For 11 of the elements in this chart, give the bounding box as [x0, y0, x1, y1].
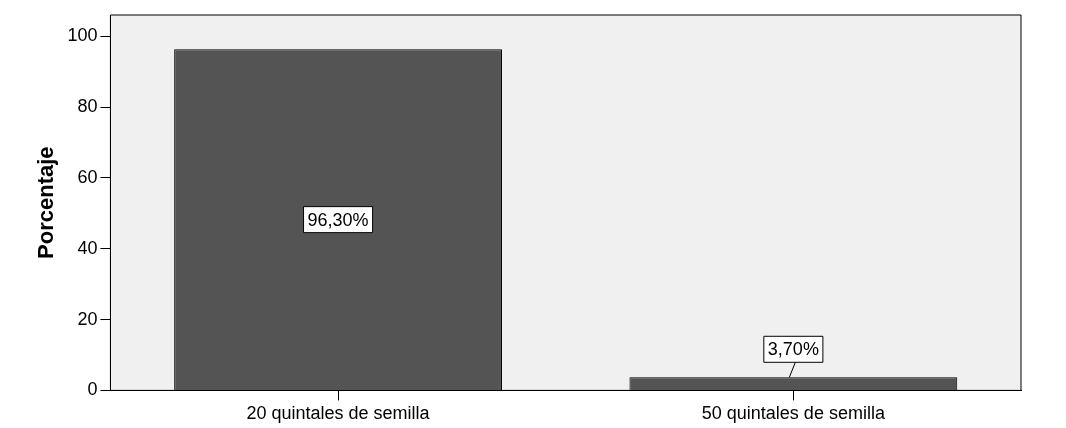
x-tick-label: 50 quintales de semilla — [701, 403, 886, 424]
data-label: 3,70% — [767, 339, 819, 360]
y-tick-label: 0 — [87, 379, 98, 400]
data-label: 96,30% — [307, 209, 369, 230]
y-tick-label: 40 — [77, 237, 98, 258]
y-axis-title: Porcentaje — [33, 146, 59, 259]
y-tick-label: 60 — [77, 166, 98, 187]
y-tick-label: 80 — [77, 96, 98, 117]
x-tick-label: 20 quintales de semilla — [246, 403, 431, 424]
y-tick-label: 20 — [77, 308, 98, 329]
y-tick-label: 100 — [67, 25, 98, 46]
